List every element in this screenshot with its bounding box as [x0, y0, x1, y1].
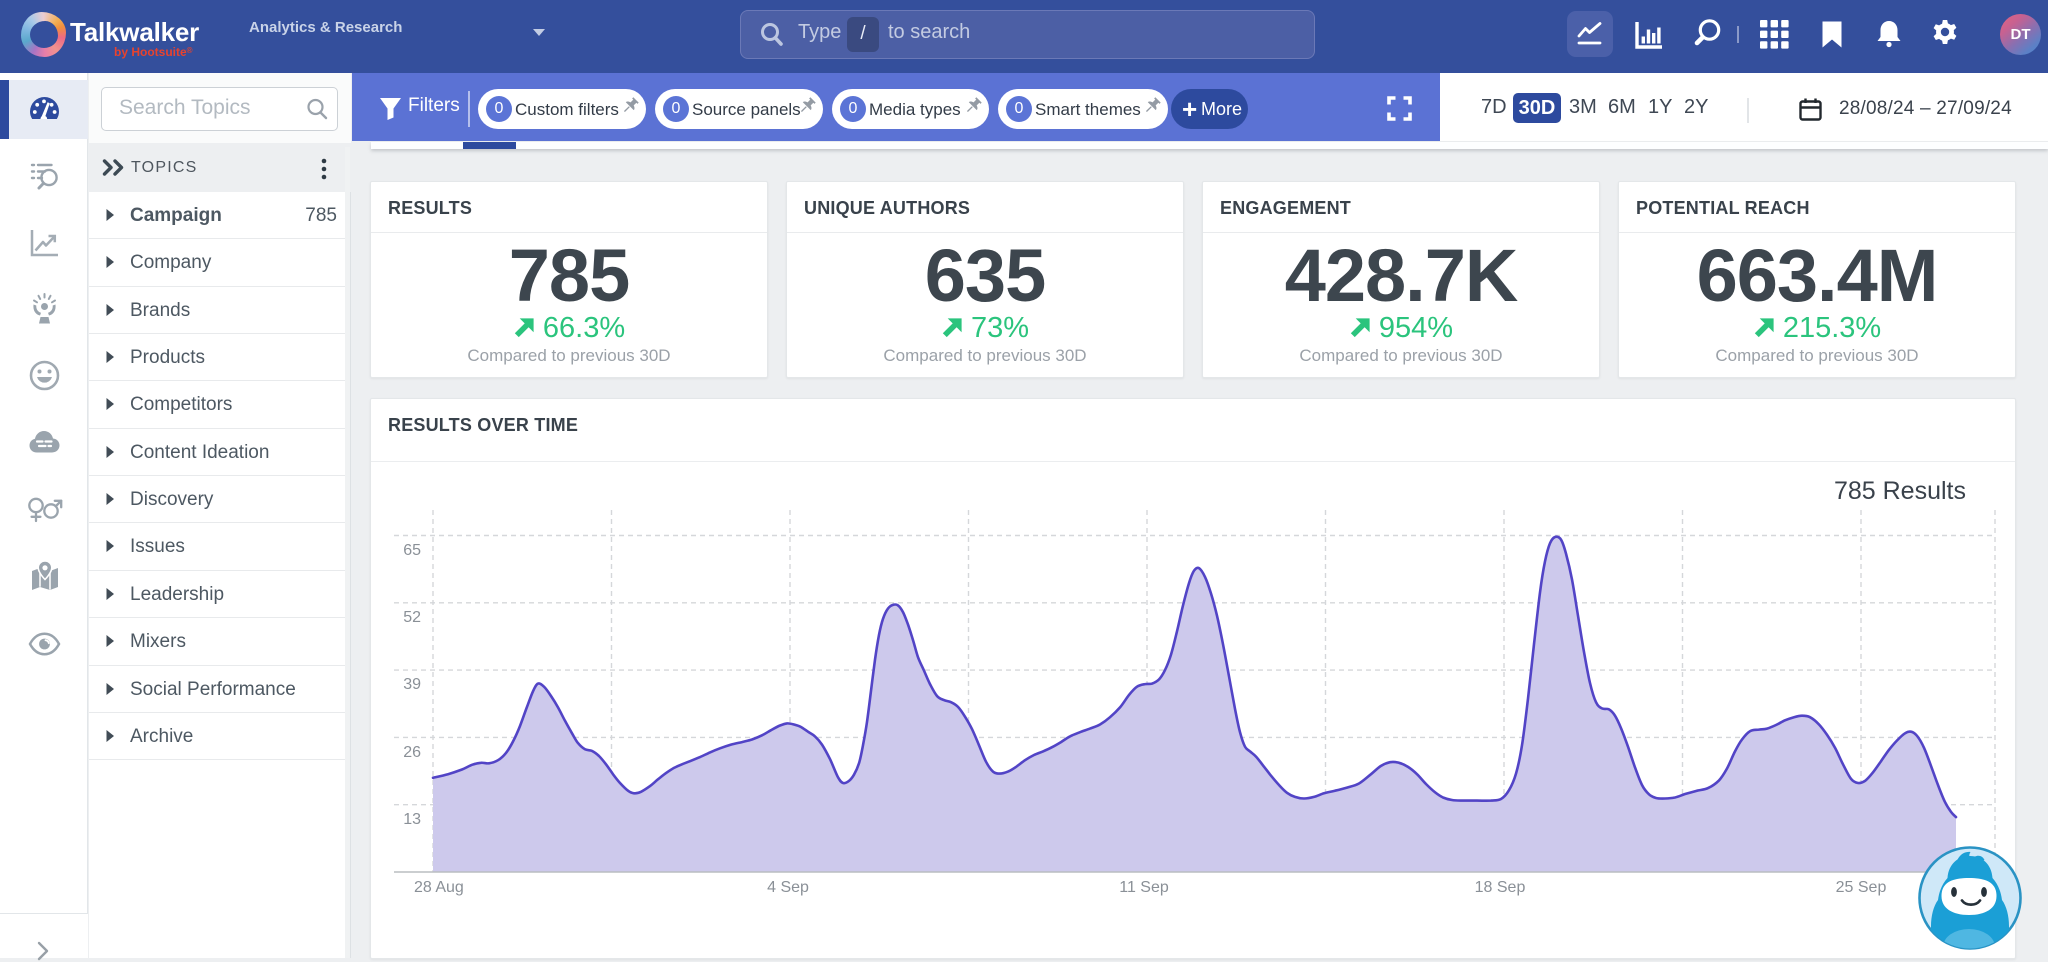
svg-text:28 Aug: 28 Aug [414, 879, 464, 896]
svg-text:26: 26 [403, 744, 421, 761]
svg-text:39: 39 [403, 676, 421, 693]
svg-text:13: 13 [403, 811, 421, 828]
svg-text:11 Sep: 11 Sep [1119, 879, 1169, 896]
svg-text:4 Sep: 4 Sep [767, 879, 809, 896]
svg-text:52: 52 [403, 609, 421, 626]
svg-text:25 Sep: 25 Sep [1836, 879, 1887, 896]
svg-text:65: 65 [403, 542, 421, 559]
svg-text:18 Sep: 18 Sep [1475, 879, 1526, 896]
